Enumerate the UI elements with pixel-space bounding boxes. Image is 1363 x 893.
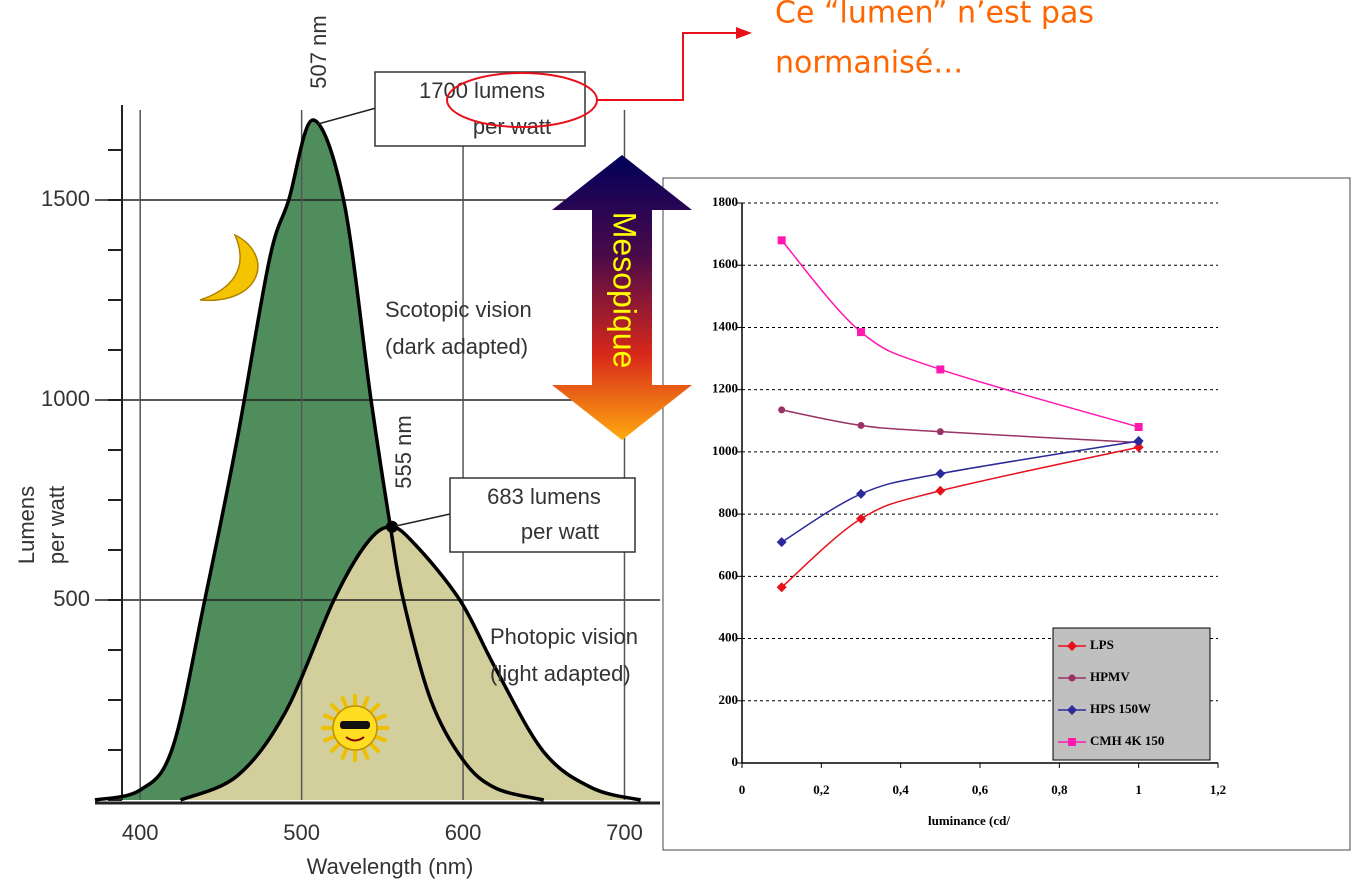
pointer-arrow	[597, 32, 738, 101]
callout-text: per watt	[521, 519, 599, 544]
peak-dot	[386, 520, 398, 533]
series-line	[781, 440, 1139, 543]
sun-ray	[361, 747, 370, 761]
note-line: normanisé…	[775, 46, 963, 81]
sun-ray	[329, 742, 341, 754]
series-line	[781, 409, 1139, 444]
sun-smile	[345, 736, 365, 742]
marker	[1134, 423, 1143, 431]
leader	[395, 513, 451, 527]
marker	[856, 513, 866, 524]
callout-text: 1700 lumens	[419, 78, 545, 103]
area-fill	[95, 120, 544, 800]
marker	[1068, 674, 1076, 682]
y-tick-label: 500	[53, 586, 90, 611]
sun-ray	[329, 702, 341, 714]
x-tick-label: 0,4	[893, 782, 910, 797]
x-tick-label: 0	[739, 782, 746, 797]
series-line	[781, 239, 1139, 428]
x-tick-label: 700	[606, 820, 643, 845]
peak-wavelength: 507 nm	[306, 15, 331, 88]
callout-box	[374, 71, 586, 147]
marker	[857, 421, 865, 429]
curve	[94, 118, 545, 802]
marker	[856, 488, 866, 499]
x-tick-label: 400	[122, 820, 159, 845]
legend-label: HPS 150W	[1090, 701, 1151, 716]
marker	[778, 406, 786, 414]
marker	[936, 428, 944, 436]
x-axis-label: luminance (cd/	[928, 813, 1010, 828]
marker	[776, 582, 787, 593]
region-label: (dark adapted)	[385, 334, 528, 359]
legend-label: LPS	[1090, 637, 1114, 652]
marker	[935, 468, 946, 479]
region-label: Photopic vision	[490, 624, 638, 649]
y-tick-label: 1000	[712, 443, 738, 458]
marker	[1067, 705, 1077, 715]
left-chart: 500 1000 1500 400 500 600 700 Wavelength (nm) Lu…	[14, 15, 660, 879]
x-tick-label: 0,6	[972, 782, 989, 797]
y-axis-label: Lumens	[14, 486, 39, 564]
y-tick-label: 1000	[41, 386, 90, 411]
mesopic-arrow	[552, 155, 692, 440]
region-label: (light adapted)	[490, 661, 631, 686]
x-tick-label: 0,2	[813, 782, 829, 797]
y-tick-label: 1200	[712, 381, 738, 396]
marker	[777, 236, 786, 245]
sunglasses	[340, 721, 370, 729]
sun-ray	[322, 713, 336, 722]
x-tick-label: 600	[445, 820, 482, 845]
region-label: Scotopic vision	[385, 297, 532, 322]
x-tick-label: 0,8	[1051, 782, 1068, 797]
y-tick-label: 1800	[712, 194, 738, 209]
y-tick-label: 1400	[712, 318, 738, 333]
arrow-head	[736, 27, 752, 39]
series-line	[781, 446, 1139, 588]
y-tick-label: 0	[732, 754, 739, 769]
peak-wavelength: 555 nm	[391, 415, 416, 488]
y-tick-label: 400	[719, 630, 739, 645]
sun-ray	[361, 695, 370, 709]
marker	[857, 328, 865, 337]
sun-ray	[322, 734, 336, 743]
sun-ray	[374, 713, 388, 722]
y-tick-label: 1500	[41, 186, 90, 211]
y-tick-label: 800	[719, 505, 739, 520]
y-axis-label: per watt	[44, 486, 69, 564]
mesopic-label: Mesopique	[607, 212, 643, 369]
sun-ray	[369, 702, 381, 714]
x-tick-label: 1,2	[1210, 782, 1226, 797]
callout-text: 683 lumens	[487, 484, 601, 509]
legend: LPS HPMV HPS 150W CMH 4K 150	[1058, 637, 1164, 748]
legend-label: CMH 4K 150	[1090, 733, 1164, 748]
moon-icon	[199, 233, 259, 301]
marker	[936, 365, 945, 374]
marker	[776, 537, 787, 548]
area-fill	[180, 526, 641, 800]
decorations: Ce “lumen” n’est pas normanisé… Mesopiqu…	[446, 0, 1094, 440]
y-tick-label: 600	[719, 567, 739, 582]
marker	[1068, 738, 1076, 746]
marker	[1067, 641, 1077, 651]
sun-ray	[340, 695, 349, 709]
sun-ray	[369, 742, 381, 754]
legend-label: HPMV	[1090, 669, 1130, 684]
sun-ray	[340, 747, 349, 761]
x-axis-label: Wavelength (nm)	[307, 854, 474, 879]
callout-box	[449, 477, 636, 553]
note-line: Ce “lumen” n’est pas	[775, 0, 1094, 31]
x-tick-label: 500	[283, 820, 320, 845]
marker	[935, 485, 946, 496]
x-tick-label: 1	[1135, 782, 1142, 797]
right-chart: 0 200 400 600 800 1000 1200 1400 1600 1800 0 0,2 0,4…	[662, 177, 1351, 851]
marker	[1133, 436, 1144, 446]
y-tick-label: 1600	[712, 256, 738, 271]
sun-ray	[374, 734, 388, 743]
legend-box	[1052, 627, 1211, 761]
leader	[317, 107, 377, 125]
y-tick-label: 200	[719, 692, 739, 707]
